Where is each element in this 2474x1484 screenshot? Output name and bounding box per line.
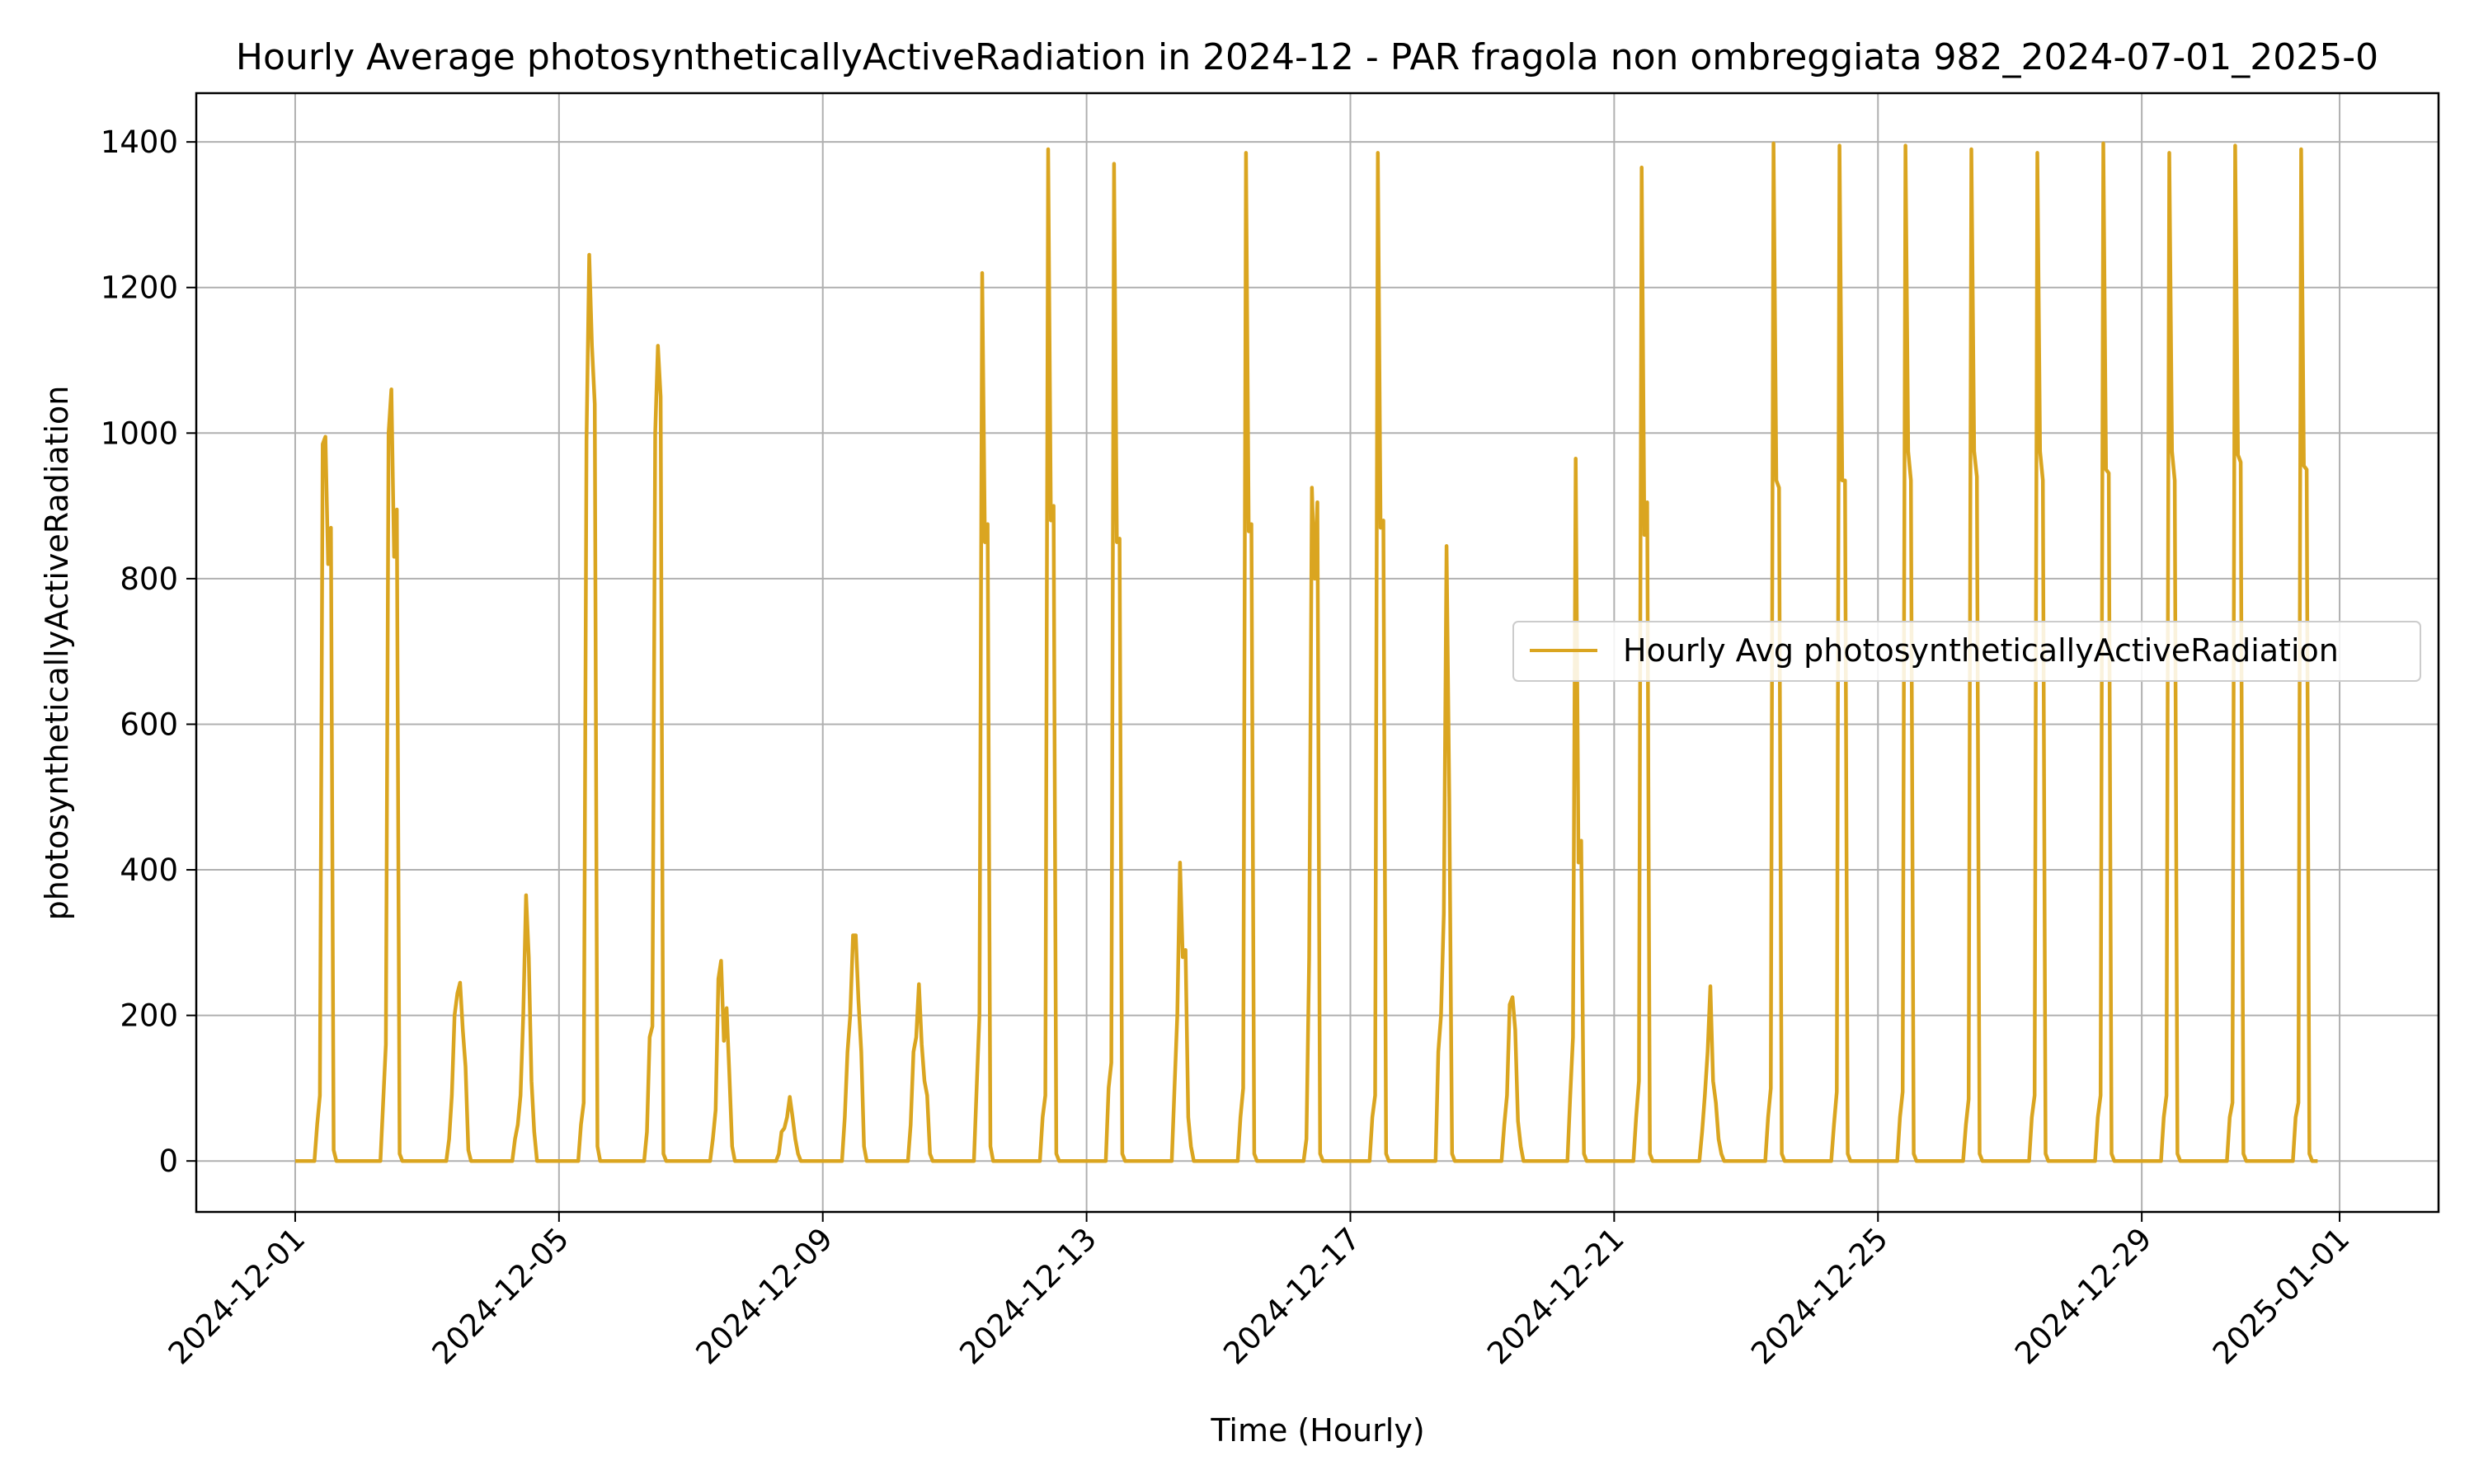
y-tick-label: 1400: [101, 124, 178, 160]
y-tick-label: 0: [158, 1144, 178, 1179]
x-tick-label: 2024-12-05: [426, 1221, 576, 1371]
y-tick-label: 200: [120, 998, 178, 1034]
y-axis: 0 200 400 600 800 1000 1200 1400: [101, 124, 196, 1179]
x-axis-label: Time (Hourly): [1210, 1412, 1424, 1449]
chart-title: Hourly Average photosyntheticallyActiveR…: [236, 36, 2378, 78]
x-tick-label: 2024-12-25: [1744, 1221, 1894, 1371]
x-tick-label: 2024-12-01: [162, 1221, 312, 1371]
plot-frame: [195, 92, 2440, 1214]
y-tick-label: 800: [120, 561, 178, 597]
y-tick-label: 1200: [101, 270, 178, 306]
y-tick-label: 400: [120, 852, 178, 888]
x-tick-label: 2024-12-09: [689, 1221, 840, 1371]
x-tick-label: 2025-01-01: [2206, 1221, 2356, 1371]
x-tick-label: 2024-12-17: [1216, 1221, 1366, 1371]
legend-box: [1512, 621, 2421, 682]
y-tick-label: 600: [120, 707, 178, 742]
y-axis-label: photosyntheticallyActiveRadiation: [39, 386, 75, 921]
x-tick-label: 2024-12-13: [953, 1221, 1103, 1371]
y-tick-label: 1000: [101, 416, 178, 451]
legend-label: Hourly Avg photosyntheticallyActiveRadia…: [1623, 632, 2339, 669]
series-layer: [295, 141, 2318, 1163]
x-tick-label: 2024-12-21: [1480, 1221, 1630, 1371]
legend: Hourly Avg photosyntheticallyActiveRadia…: [1512, 621, 2421, 682]
x-tick-label: 2024-12-29: [2008, 1221, 2158, 1371]
x-axis: 2024-12-01 2024-12-05 2024-12-09 2024-12-13…: [162, 1212, 2356, 1371]
series-line: [295, 141, 2318, 1163]
